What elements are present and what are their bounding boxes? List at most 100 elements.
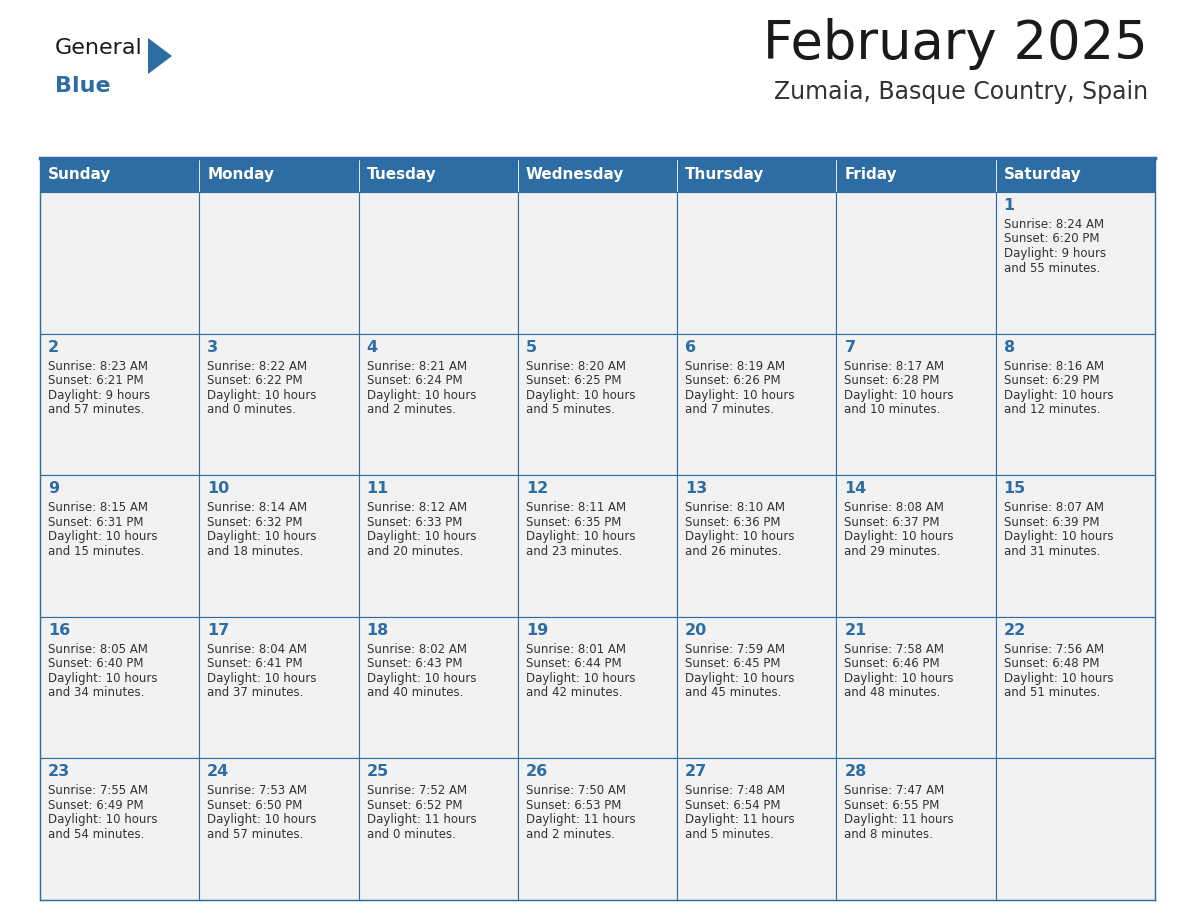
Text: 13: 13 [685,481,707,497]
Text: 10: 10 [207,481,229,497]
Text: 19: 19 [526,622,548,638]
Text: Daylight: 10 hours: Daylight: 10 hours [1004,531,1113,543]
Text: Daylight: 10 hours: Daylight: 10 hours [526,672,636,685]
Bar [40,158,200,192]
Text: Daylight: 9 hours: Daylight: 9 hours [1004,247,1106,260]
Text: Sunset: 6:35 PM: Sunset: 6:35 PM [526,516,621,529]
Text: and 2 minutes.: and 2 minutes. [367,403,455,416]
Text: and 55 minutes.: and 55 minutes. [1004,262,1100,274]
Bar [200,333,359,476]
Text: Sunset: 6:50 PM: Sunset: 6:50 PM [207,799,303,812]
Bar [677,192,836,333]
Text: Sunrise: 8:15 AM: Sunrise: 8:15 AM [48,501,148,514]
Text: Sunset: 6:31 PM: Sunset: 6:31 PM [48,516,144,529]
Text: Sunrise: 8:07 AM: Sunrise: 8:07 AM [1004,501,1104,514]
Bar [836,158,996,192]
Text: 27: 27 [685,765,707,779]
Text: Sunset: 6:53 PM: Sunset: 6:53 PM [526,799,621,812]
Text: Sunset: 6:37 PM: Sunset: 6:37 PM [845,516,940,529]
Text: 1: 1 [1004,198,1015,213]
Bar [518,158,677,192]
Text: 3: 3 [207,340,219,354]
Text: 17: 17 [207,622,229,638]
Text: Sunrise: 8:24 AM: Sunrise: 8:24 AM [1004,218,1104,231]
Text: Sunrise: 8:05 AM: Sunrise: 8:05 AM [48,643,147,655]
Text: Daylight: 10 hours: Daylight: 10 hours [207,672,317,685]
Text: and 48 minutes.: and 48 minutes. [845,687,941,700]
Text: and 0 minutes.: and 0 minutes. [207,403,296,416]
Text: Daylight: 10 hours: Daylight: 10 hours [685,388,795,401]
Bar [518,758,677,900]
Bar [996,192,1155,333]
Bar [200,158,359,192]
Text: and 31 minutes.: and 31 minutes. [1004,544,1100,558]
Text: Sunset: 6:26 PM: Sunset: 6:26 PM [685,375,781,387]
Text: and 15 minutes.: and 15 minutes. [48,544,144,558]
Bar [677,617,836,758]
Text: Daylight: 11 hours: Daylight: 11 hours [685,813,795,826]
Text: 28: 28 [845,765,866,779]
Text: Sunday: Sunday [48,167,112,183]
Text: Daylight: 10 hours: Daylight: 10 hours [48,531,158,543]
Text: 8: 8 [1004,340,1015,354]
Text: Daylight: 10 hours: Daylight: 10 hours [207,388,317,401]
Text: Sunrise: 7:48 AM: Sunrise: 7:48 AM [685,784,785,798]
Text: Daylight: 10 hours: Daylight: 10 hours [207,813,317,826]
Text: 22: 22 [1004,622,1026,638]
Text: Daylight: 11 hours: Daylight: 11 hours [526,813,636,826]
Text: Sunrise: 8:08 AM: Sunrise: 8:08 AM [845,501,944,514]
Text: Sunrise: 7:52 AM: Sunrise: 7:52 AM [367,784,467,798]
Text: Sunrise: 8:22 AM: Sunrise: 8:22 AM [207,360,308,373]
Bar [677,476,836,617]
Text: Sunrise: 8:21 AM: Sunrise: 8:21 AM [367,360,467,373]
Bar [40,476,200,617]
Text: and 34 minutes.: and 34 minutes. [48,687,144,700]
Text: Sunrise: 7:55 AM: Sunrise: 7:55 AM [48,784,148,798]
Text: Sunrise: 7:47 AM: Sunrise: 7:47 AM [845,784,944,798]
Text: and 29 minutes.: and 29 minutes. [845,544,941,558]
Text: and 10 minutes.: and 10 minutes. [845,403,941,416]
Text: Sunrise: 7:56 AM: Sunrise: 7:56 AM [1004,643,1104,655]
Bar [40,617,200,758]
Text: 25: 25 [367,765,388,779]
Text: Sunset: 6:45 PM: Sunset: 6:45 PM [685,657,781,670]
Text: Sunrise: 8:12 AM: Sunrise: 8:12 AM [367,501,467,514]
Text: Daylight: 10 hours: Daylight: 10 hours [367,531,476,543]
Text: 21: 21 [845,622,866,638]
Text: and 7 minutes.: and 7 minutes. [685,403,775,416]
Text: Sunset: 6:43 PM: Sunset: 6:43 PM [367,657,462,670]
Text: 24: 24 [207,765,229,779]
Text: Sunrise: 8:10 AM: Sunrise: 8:10 AM [685,501,785,514]
Text: and 26 minutes.: and 26 minutes. [685,544,782,558]
Text: and 0 minutes.: and 0 minutes. [367,828,455,841]
Text: Sunset: 6:55 PM: Sunset: 6:55 PM [845,799,940,812]
Bar [836,758,996,900]
Bar [677,333,836,476]
Text: 14: 14 [845,481,866,497]
Text: Daylight: 10 hours: Daylight: 10 hours [526,388,636,401]
Text: and 57 minutes.: and 57 minutes. [48,403,144,416]
Bar [836,476,996,617]
Bar [996,758,1155,900]
Bar [518,192,677,333]
Text: Sunrise: 8:20 AM: Sunrise: 8:20 AM [526,360,626,373]
Text: 11: 11 [367,481,388,497]
Text: 23: 23 [48,765,70,779]
Text: Monday: Monday [207,167,274,183]
Bar [359,758,518,900]
Text: Sunset: 6:40 PM: Sunset: 6:40 PM [48,657,144,670]
Bar [200,758,359,900]
Text: Sunset: 6:41 PM: Sunset: 6:41 PM [207,657,303,670]
Bar [359,192,518,333]
Text: Daylight: 10 hours: Daylight: 10 hours [845,531,954,543]
Bar [200,617,359,758]
Bar [359,617,518,758]
Text: Sunset: 6:29 PM: Sunset: 6:29 PM [1004,375,1099,387]
Text: February 2025: February 2025 [763,18,1148,70]
Text: Thursday: Thursday [685,167,765,183]
Text: and 8 minutes.: and 8 minutes. [845,828,934,841]
Text: and 5 minutes.: and 5 minutes. [685,828,775,841]
Text: and 57 minutes.: and 57 minutes. [207,828,304,841]
Bar [40,758,200,900]
Bar [836,333,996,476]
